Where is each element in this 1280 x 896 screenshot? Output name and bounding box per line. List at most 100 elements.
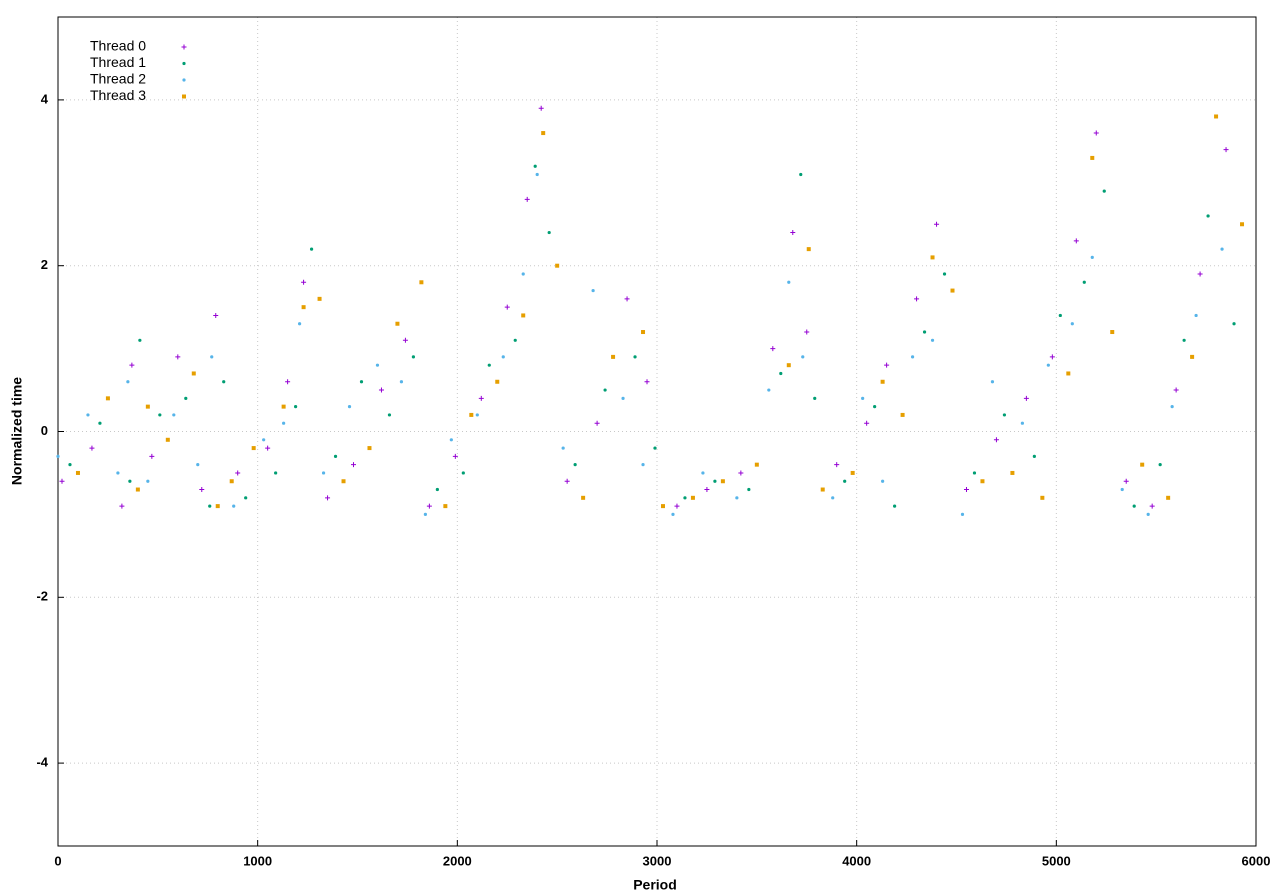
point <box>914 296 920 302</box>
x-tick-label: 4000 <box>842 853 871 868</box>
point <box>208 504 212 508</box>
x-tick-label: 2000 <box>443 853 472 868</box>
point <box>1123 478 1129 484</box>
point <box>105 396 110 401</box>
legend-label: Thread 0 <box>90 38 146 54</box>
point <box>222 380 226 384</box>
point <box>538 105 544 111</box>
point <box>347 405 352 409</box>
point <box>1049 354 1055 360</box>
point <box>834 462 840 468</box>
point <box>806 247 811 252</box>
point <box>309 247 314 251</box>
point <box>244 496 248 500</box>
point <box>265 445 271 451</box>
point <box>184 396 188 400</box>
point <box>128 479 132 483</box>
point <box>495 379 500 384</box>
point <box>59 478 65 484</box>
point <box>541 131 546 136</box>
y-tick-label: 4 <box>41 91 49 106</box>
point <box>735 496 739 500</box>
point <box>1020 421 1024 425</box>
point <box>713 479 717 483</box>
point <box>378 387 384 393</box>
point <box>285 379 291 385</box>
plot-frame <box>57 16 1257 847</box>
point <box>232 504 236 508</box>
point <box>893 504 897 508</box>
point <box>603 388 607 392</box>
y-tick-label: 2 <box>41 257 48 272</box>
point <box>138 338 142 342</box>
point <box>478 395 484 401</box>
point <box>146 479 150 483</box>
point <box>564 478 570 484</box>
point <box>172 413 176 417</box>
point <box>351 462 357 468</box>
point <box>1220 247 1224 251</box>
point <box>281 404 286 409</box>
point <box>135 487 140 492</box>
point <box>594 420 600 426</box>
point <box>282 421 286 425</box>
point <box>963 487 969 493</box>
point <box>325 495 331 501</box>
point <box>831 496 835 500</box>
x-tick-label: 5000 <box>1042 853 1071 868</box>
point <box>820 487 825 492</box>
point <box>674 503 680 509</box>
point <box>960 512 965 517</box>
point <box>850 470 855 475</box>
point <box>367 446 372 451</box>
point <box>402 337 408 343</box>
point <box>1140 462 1145 467</box>
point <box>1214 114 1219 119</box>
point <box>701 471 705 475</box>
point <box>487 363 491 367</box>
point <box>1046 363 1050 367</box>
point <box>1146 512 1150 517</box>
point <box>359 380 364 384</box>
point <box>738 470 744 476</box>
point <box>980 479 985 484</box>
point <box>387 413 392 417</box>
point <box>1110 330 1115 335</box>
point <box>1182 338 1186 342</box>
point <box>501 355 505 359</box>
legend-label: Thread 1 <box>90 54 146 70</box>
point <box>199 487 205 493</box>
point <box>68 463 72 467</box>
legend-label: Thread 3 <box>90 87 146 103</box>
point <box>524 196 530 202</box>
point <box>804 329 810 335</box>
point <box>341 479 346 484</box>
point <box>395 321 400 326</box>
point <box>770 346 776 352</box>
point <box>653 446 657 450</box>
point <box>533 164 537 168</box>
point <box>521 313 526 318</box>
point <box>98 421 102 425</box>
point <box>1170 405 1174 409</box>
point <box>1194 313 1198 318</box>
legend-marker <box>182 61 186 66</box>
point <box>1206 214 1210 218</box>
x-tick-label: 3000 <box>643 853 672 868</box>
point <box>621 396 625 400</box>
point <box>683 496 687 500</box>
point <box>1023 395 1029 401</box>
point <box>690 495 695 500</box>
x-tick-label: 6000 <box>1242 853 1271 868</box>
point <box>75 470 80 475</box>
point <box>1066 371 1071 376</box>
point <box>1090 155 1095 160</box>
point <box>1040 495 1045 500</box>
point <box>475 413 479 417</box>
point <box>461 471 465 475</box>
point <box>196 463 200 467</box>
point <box>787 280 791 284</box>
point <box>1149 503 1155 509</box>
point <box>813 396 817 400</box>
point <box>1082 280 1086 284</box>
